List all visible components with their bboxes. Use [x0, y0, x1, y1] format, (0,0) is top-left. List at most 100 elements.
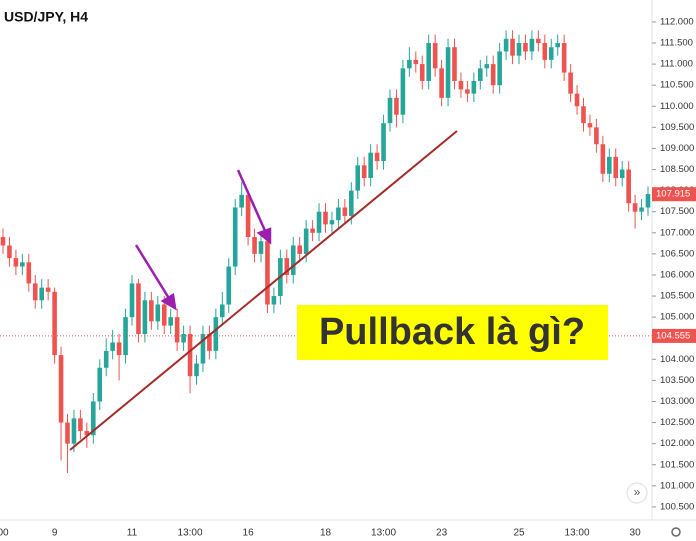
y-tick-label: 109.000 — [660, 143, 694, 154]
candle-body — [290, 245, 296, 275]
candle-body — [600, 144, 606, 174]
candle-body — [426, 43, 431, 81]
y-tick-label: 105.000 — [660, 312, 694, 323]
y-tick-label: 107.000 — [660, 227, 694, 238]
y-tick-label: 111.500 — [660, 38, 693, 49]
candle-body — [45, 287, 51, 292]
candle-body — [0, 237, 6, 246]
candle-body — [387, 97, 393, 124]
candle-body — [536, 38, 541, 44]
candle-body — [323, 211, 328, 225]
candle-body — [548, 47, 554, 60]
price-axis — [652, 0, 696, 541]
x-tick-label: 00 — [0, 528, 9, 539]
candle-body — [123, 317, 128, 356]
x-tick-label: 13:00 — [371, 528, 396, 539]
candle-body — [13, 258, 19, 267]
candle-body — [316, 211, 322, 233]
candle-body — [503, 38, 509, 52]
candle-body — [20, 262, 25, 267]
x-tick-label: 16 — [243, 528, 255, 539]
y-tick-label: 103.500 — [660, 375, 694, 386]
candle-body — [490, 64, 496, 86]
scroll-icon[interactable]: » — [634, 485, 641, 499]
candle-body — [419, 64, 425, 81]
y-tick-label: 105.500 — [660, 291, 694, 302]
candle-body — [529, 38, 535, 52]
y-tick-label: 102.500 — [660, 417, 694, 428]
y-tick-label: 112.000 — [660, 16, 694, 27]
candle-body — [32, 283, 38, 301]
annotation-text: Pullback là gì? — [319, 311, 585, 353]
last-price-tag — [652, 187, 696, 202]
y-tick-label: 110.000 — [660, 101, 694, 112]
candle-body — [413, 59, 419, 65]
candle-body — [355, 165, 361, 191]
candle-body — [632, 203, 638, 212]
candle-body — [465, 89, 470, 94]
candle-body — [587, 123, 593, 128]
candle-body — [297, 245, 302, 254]
candle-body — [174, 317, 180, 343]
candle-body — [516, 43, 522, 56]
candle-body — [626, 169, 631, 204]
candle-body — [161, 304, 167, 326]
x-tick-label: 9 — [52, 528, 58, 539]
candle-body — [39, 287, 44, 301]
candle-body — [136, 283, 141, 335]
candle-body — [484, 64, 490, 69]
candle-body — [639, 207, 644, 212]
y-tick-label: 101.500 — [660, 459, 694, 470]
candle-body — [439, 68, 444, 98]
trend-line — [69, 130, 458, 451]
candle-body — [78, 418, 83, 432]
candle-body — [271, 296, 277, 305]
y-tick-label: 107.500 — [660, 206, 694, 217]
candle-body — [561, 43, 567, 73]
y-tick-label: 101.000 — [660, 480, 694, 491]
candle-body — [71, 418, 77, 444]
candle-body — [497, 51, 502, 86]
candle-body — [258, 241, 264, 254]
y-tick-label: 106.500 — [660, 248, 694, 259]
settings-icon[interactable] — [671, 527, 681, 537]
candle-body — [645, 193, 651, 208]
candle-body — [7, 245, 12, 259]
candle-body — [58, 355, 64, 423]
y-tick-label: 103.000 — [660, 396, 694, 407]
candle-body — [400, 68, 406, 115]
candle-body — [574, 93, 580, 107]
candle-body — [581, 106, 586, 124]
candle-body — [194, 363, 199, 377]
candle-body — [432, 43, 438, 69]
y-tick-label: 106.000 — [660, 269, 694, 280]
candle-body — [374, 152, 380, 162]
candle-body — [445, 47, 451, 98]
candle-body — [245, 194, 251, 238]
candle-body — [226, 266, 232, 305]
y-tick-label: 110.500 — [660, 80, 694, 91]
candle-body — [594, 127, 599, 145]
x-tick-label: 25 — [513, 528, 525, 539]
candle-body — [394, 97, 399, 115]
candle-body — [336, 207, 341, 221]
candle-body — [607, 156, 612, 174]
candle-body — [349, 190, 354, 216]
candle-body — [103, 350, 109, 368]
candle-body — [478, 68, 483, 81]
x-tick-label: 13:00 — [178, 528, 203, 539]
candle-body — [200, 334, 206, 364]
y-tick-label: 109.500 — [660, 122, 694, 133]
scroll-button[interactable] — [626, 482, 648, 504]
candle-body — [471, 80, 477, 94]
candle-body — [91, 401, 96, 436]
chart-title: USD/JPY, H4 — [4, 9, 88, 25]
marked-price-tag — [652, 328, 696, 343]
y-tick-label: 111.000 — [660, 59, 693, 70]
arrow — [134, 169, 272, 311]
candle-body — [381, 123, 386, 162]
x-tick-label: 30 — [630, 528, 642, 539]
candle-body — [310, 228, 315, 233]
